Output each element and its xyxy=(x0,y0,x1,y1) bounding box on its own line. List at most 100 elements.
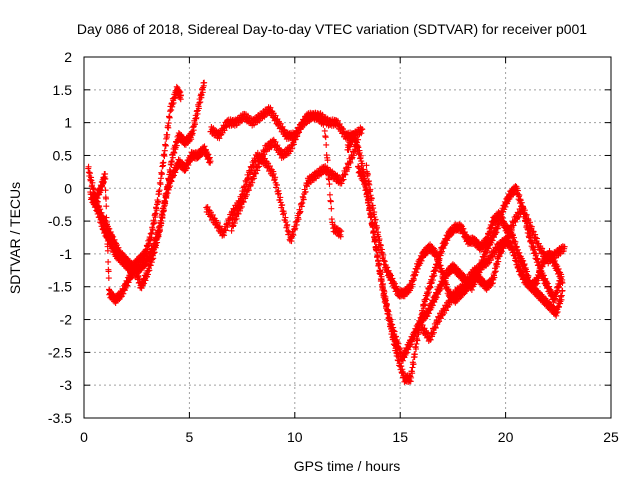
data-point xyxy=(410,361,417,368)
axis-ticks: 0 5 10 15 20 25 2 1.5 1 0.5 0 -0.5 -1 -1.5 -2 -2.5 -3 -3.… xyxy=(48,49,619,445)
data-point xyxy=(461,229,468,236)
data-point xyxy=(402,350,409,357)
data-point xyxy=(303,118,310,125)
data-point xyxy=(558,273,565,280)
data-point xyxy=(370,205,377,212)
data-point xyxy=(366,181,373,188)
data-point xyxy=(492,268,499,275)
data-point xyxy=(498,213,505,220)
data-point xyxy=(441,274,448,281)
data-point xyxy=(437,262,444,269)
data-point xyxy=(413,340,420,347)
data-point xyxy=(93,202,100,209)
data-point xyxy=(251,175,258,182)
y-tick-label: -0.5 xyxy=(48,213,72,229)
data-point xyxy=(284,221,291,228)
data-point xyxy=(102,175,109,182)
data-point xyxy=(117,293,124,300)
data-point xyxy=(164,190,171,197)
data-point xyxy=(99,183,106,190)
data-point xyxy=(521,261,528,268)
data-point xyxy=(411,351,418,358)
data-point xyxy=(258,158,265,165)
data-point xyxy=(440,245,447,252)
data-point xyxy=(189,130,196,137)
data-point xyxy=(282,219,289,225)
data-point xyxy=(405,346,412,353)
data-point xyxy=(389,321,396,328)
data-point xyxy=(377,242,384,249)
data-point xyxy=(435,256,442,263)
data-point xyxy=(245,187,252,194)
data-point xyxy=(134,268,141,275)
data-point xyxy=(383,301,390,308)
data-point xyxy=(237,205,244,212)
data-point xyxy=(162,198,169,205)
data-point xyxy=(145,268,152,275)
data-point xyxy=(103,203,110,210)
data-point xyxy=(484,260,491,267)
data-point xyxy=(488,280,495,287)
data-point xyxy=(421,302,428,309)
data-point xyxy=(158,170,165,177)
data-point xyxy=(195,105,202,112)
x-tick-label: 20 xyxy=(498,429,514,445)
data-point xyxy=(127,275,134,282)
data-point xyxy=(201,79,208,86)
data-point xyxy=(338,124,345,131)
series-track-10 xyxy=(418,203,568,345)
data-point xyxy=(161,153,168,160)
data-point xyxy=(547,287,554,294)
data-point xyxy=(204,150,211,157)
data-point xyxy=(507,229,514,236)
data-point xyxy=(528,223,535,230)
data-point xyxy=(153,207,160,214)
data-point xyxy=(162,142,169,149)
data-point xyxy=(386,315,393,322)
data-point xyxy=(539,263,546,270)
data-point xyxy=(276,146,283,153)
data-point xyxy=(535,275,542,282)
data-point xyxy=(363,185,370,192)
data-point xyxy=(409,370,416,377)
data-point xyxy=(85,163,92,170)
data-point xyxy=(379,285,386,292)
data-point xyxy=(530,228,537,235)
data-point xyxy=(380,252,387,259)
data-point xyxy=(177,92,184,99)
data-point xyxy=(171,149,178,156)
data-point xyxy=(356,149,363,156)
data-point xyxy=(355,164,362,171)
data-point xyxy=(228,227,235,234)
data-point xyxy=(168,106,175,113)
y-tick-label: 0.5 xyxy=(53,147,73,163)
data-point xyxy=(351,132,358,139)
data-point xyxy=(328,205,335,212)
data-point xyxy=(541,248,548,255)
data-point xyxy=(123,283,130,290)
data-point xyxy=(292,136,299,143)
data-point xyxy=(155,233,162,240)
data-point xyxy=(325,166,332,173)
data-point xyxy=(436,287,443,294)
data-point xyxy=(339,177,346,184)
data-point xyxy=(188,136,195,143)
data-point xyxy=(172,169,179,176)
data-point xyxy=(421,325,428,332)
data-point xyxy=(378,276,385,283)
data-point xyxy=(396,345,403,352)
data-point xyxy=(274,116,281,123)
data-point xyxy=(436,257,443,264)
data-point xyxy=(105,258,112,265)
data-point xyxy=(497,214,504,221)
data-point xyxy=(304,180,311,187)
data-point xyxy=(152,210,159,217)
data-point xyxy=(556,304,563,311)
data-point xyxy=(374,224,381,231)
data-point xyxy=(542,275,549,282)
data-point xyxy=(398,363,405,370)
data-point xyxy=(159,215,166,222)
data-point xyxy=(518,266,525,273)
data-point xyxy=(295,216,302,223)
data-point xyxy=(110,244,117,251)
